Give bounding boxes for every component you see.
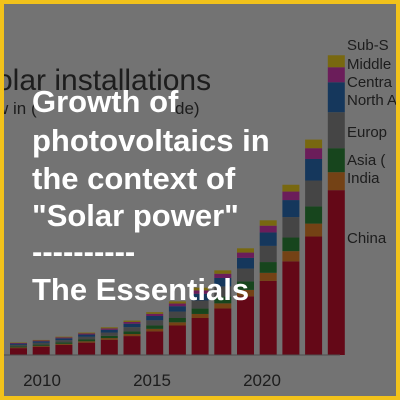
- title-line: ----------: [32, 234, 135, 269]
- title-line: photovoltaics in: [32, 123, 270, 158]
- title-line: the context of: [32, 161, 236, 196]
- title-line: The Essentials: [32, 272, 249, 307]
- title-line: "Solar power": [32, 198, 239, 233]
- title-line: Growth of: [32, 84, 179, 119]
